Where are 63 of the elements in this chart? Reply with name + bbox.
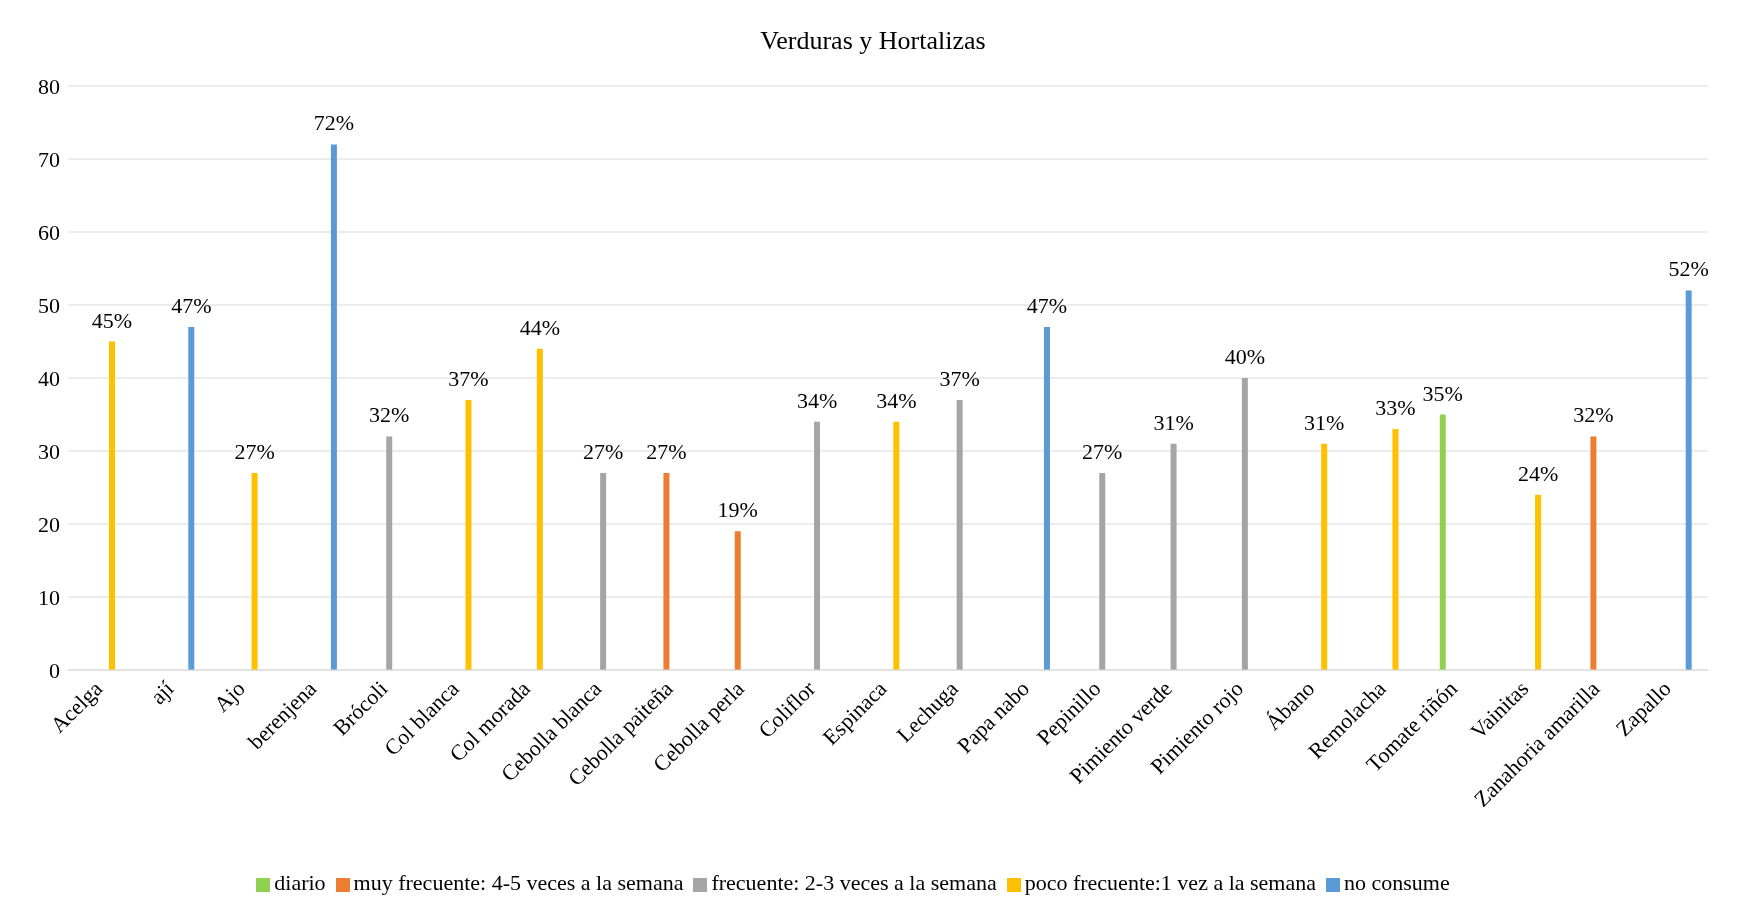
data-label: 27% bbox=[646, 438, 687, 464]
y-tick-label: 70 bbox=[38, 146, 60, 172]
bar bbox=[330, 144, 337, 670]
data-label: 52% bbox=[1668, 256, 1709, 282]
bar bbox=[600, 472, 607, 670]
bar bbox=[734, 531, 741, 670]
bar bbox=[1170, 443, 1177, 670]
data-label: 32% bbox=[1573, 402, 1614, 428]
data-label: 31% bbox=[1304, 409, 1345, 435]
legend-label: frecuente: 2-3 veces a la semana bbox=[711, 870, 997, 895]
data-label: 24% bbox=[1517, 460, 1559, 486]
bar bbox=[465, 399, 472, 670]
bar bbox=[1535, 494, 1542, 670]
x-tick-label: ají bbox=[145, 675, 179, 710]
bar bbox=[109, 341, 115, 670]
data-label: 45% bbox=[91, 307, 133, 333]
data-label: 47% bbox=[171, 292, 212, 318]
data-label: 40% bbox=[1224, 344, 1266, 369]
data-label: 27% bbox=[234, 438, 275, 464]
data-label: 19% bbox=[717, 497, 758, 523]
data-label: 27% bbox=[1082, 438, 1123, 464]
bar bbox=[251, 472, 258, 670]
bar bbox=[386, 436, 393, 670]
bar bbox=[1241, 378, 1248, 670]
data-label: 44% bbox=[519, 314, 560, 340]
bar bbox=[1043, 326, 1050, 670]
y-tick-label: 60 bbox=[38, 219, 60, 245]
y-tick-label: 40 bbox=[38, 365, 60, 391]
bar bbox=[893, 421, 900, 670]
data-label: 37% bbox=[939, 365, 980, 391]
data-label: 34% bbox=[876, 387, 917, 413]
data-label: 27% bbox=[582, 438, 624, 464]
legend-label: poco frecuente:1 vez a la semana bbox=[1024, 870, 1317, 895]
data-label: 32% bbox=[369, 402, 410, 428]
legend-label: no consume bbox=[1344, 870, 1450, 895]
bar bbox=[188, 326, 195, 670]
data-label: 31% bbox=[1153, 409, 1194, 435]
data-label: 72% bbox=[313, 110, 355, 136]
bar bbox=[1392, 429, 1399, 670]
bar bbox=[536, 348, 543, 670]
y-tick-label: 30 bbox=[38, 438, 60, 464]
y-tick-label: 0 bbox=[49, 657, 60, 683]
x-tick-label: Ajo bbox=[208, 675, 250, 717]
data-label: 35% bbox=[1422, 380, 1463, 406]
legend-label: diario bbox=[274, 870, 326, 895]
y-tick-label: 50 bbox=[38, 292, 60, 318]
data-label: 33% bbox=[1375, 395, 1416, 421]
bar bbox=[814, 421, 821, 670]
bar bbox=[1099, 472, 1106, 670]
data-label: 47% bbox=[1026, 292, 1068, 318]
bar bbox=[1590, 436, 1597, 670]
legend-label: muy frecuente: 4-5 veces a la semana bbox=[353, 870, 684, 895]
y-tick-label: 80 bbox=[38, 73, 60, 99]
bar bbox=[956, 399, 963, 670]
data-label: 34% bbox=[796, 387, 838, 413]
y-tick-label: 10 bbox=[38, 584, 60, 610]
data-label: 37% bbox=[448, 365, 489, 391]
y-tick-label: 20 bbox=[38, 511, 60, 537]
bar bbox=[663, 472, 670, 670]
bar bbox=[1685, 290, 1692, 670]
bar bbox=[1321, 443, 1328, 670]
chart-title: Verduras y Hortalizas bbox=[759, 25, 987, 57]
bar bbox=[1439, 414, 1446, 670]
